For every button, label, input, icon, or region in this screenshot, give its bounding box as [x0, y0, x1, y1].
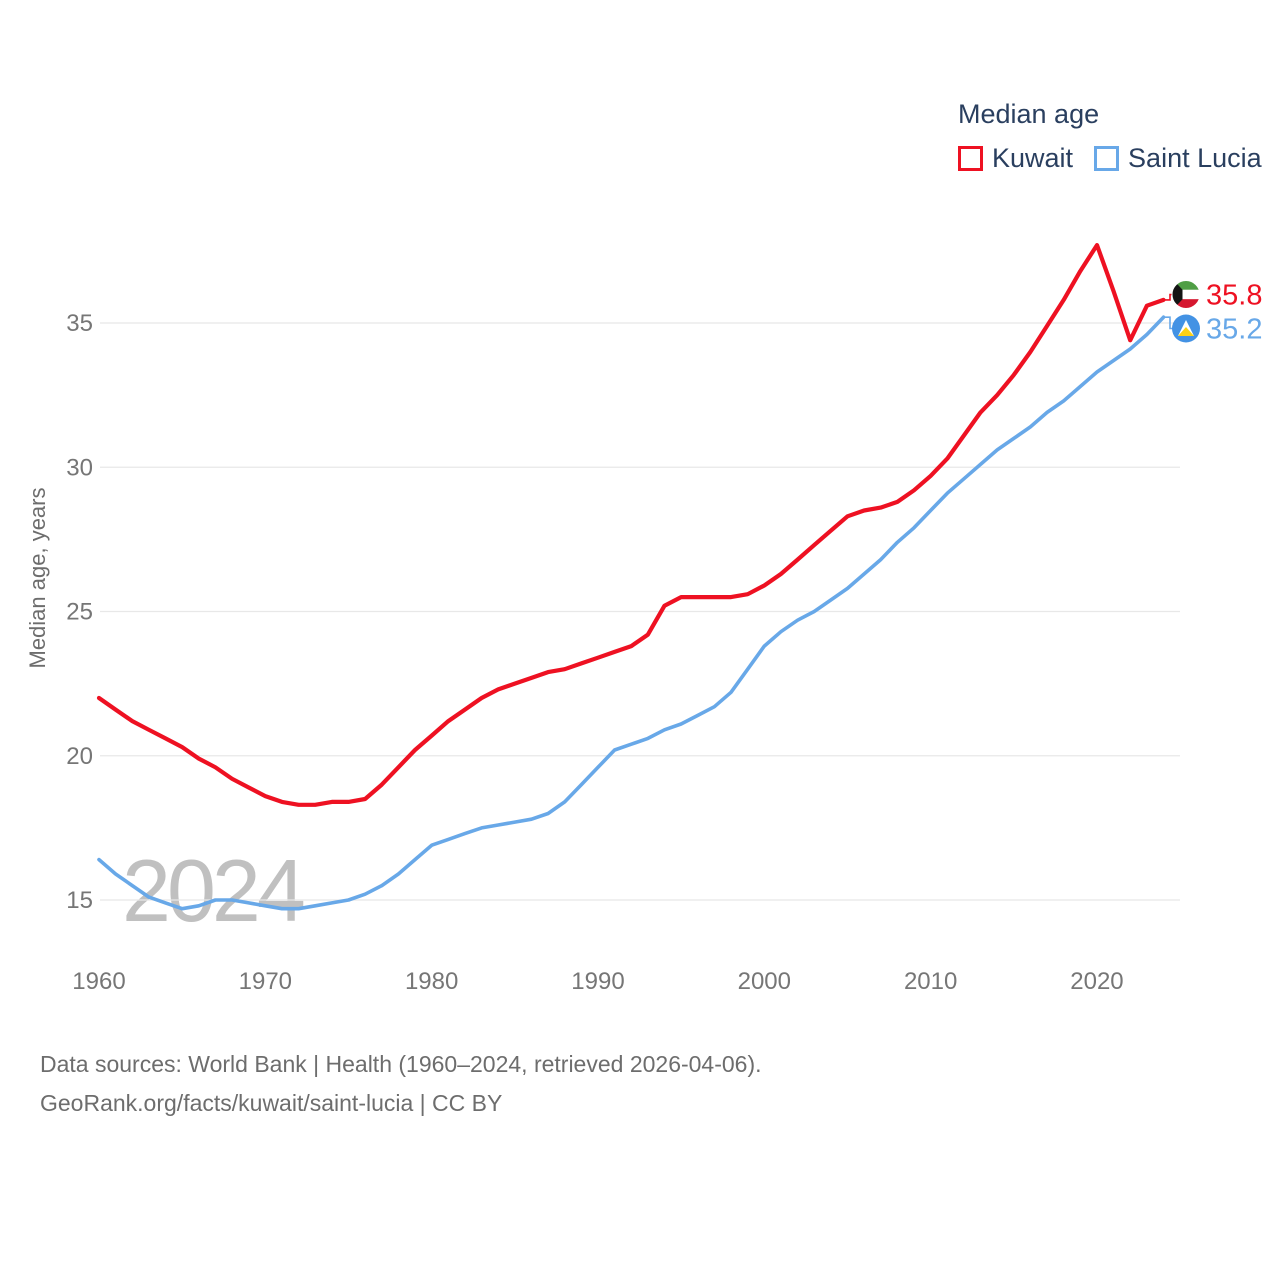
- saint-lucia-legend-label: Saint Lucia: [1128, 143, 1262, 173]
- x-tick-label: 1960: [72, 968, 125, 995]
- x-tick-label: 1970: [239, 968, 292, 995]
- y-axis-title: Median age, years: [25, 488, 50, 669]
- watermark-year: 2024: [122, 841, 304, 940]
- legend-title: Median age: [958, 99, 1100, 129]
- kuwait-line[interactable]: [96, 243, 1166, 807]
- kuwait-legend-label: Kuwait: [992, 143, 1074, 173]
- x-tick-label: 2010: [904, 968, 957, 995]
- y-tick-label: 30: [66, 454, 93, 481]
- y-tick-label: 20: [66, 743, 93, 770]
- legend: Median age Kuwait Saint Lucia: [958, 99, 1262, 174]
- legend-items: Kuwait Saint Lucia: [958, 143, 1262, 174]
- kuwait-end-value-label: 35.8: [1206, 280, 1262, 312]
- median-age-line-chart: 2024 15 20 25 30 35 1960 1970 1980 1990 2000 2010 20…: [25, 243, 1262, 995]
- y-tick-label: 15: [66, 887, 93, 914]
- legend-item-saint-lucia[interactable]: Saint Lucia: [1094, 143, 1262, 174]
- y-tick-label: 35: [66, 310, 93, 337]
- chart-footer: Data sources: World Bank | Health (1960–…: [40, 1045, 762, 1123]
- y-tick-label: 25: [66, 599, 93, 626]
- saint-lucia-flag-icon: [1172, 314, 1200, 343]
- kuwait-flag-icon: [1171, 280, 1201, 309]
- data-sources-text: Data sources: World Bank | Health (1960–…: [40, 1051, 762, 1077]
- saint-lucia-end-value-label: 35.2: [1206, 314, 1262, 346]
- attribution-link-text[interactable]: GeoRank.org/facts/kuwait/saint-lucia | C…: [40, 1090, 503, 1116]
- saint-lucia-line[interactable]: [97, 315, 1166, 911]
- x-tick-label: 2020: [1070, 968, 1123, 995]
- kuwait-legend-swatch-icon: [958, 146, 983, 171]
- x-tick-label: 1990: [571, 968, 624, 995]
- saint-lucia-legend-swatch-icon: [1094, 146, 1120, 171]
- legend-item-kuwait[interactable]: Kuwait: [958, 143, 1073, 174]
- x-tick-label: 2000: [738, 968, 791, 995]
- x-tick-label: 1980: [405, 968, 458, 995]
